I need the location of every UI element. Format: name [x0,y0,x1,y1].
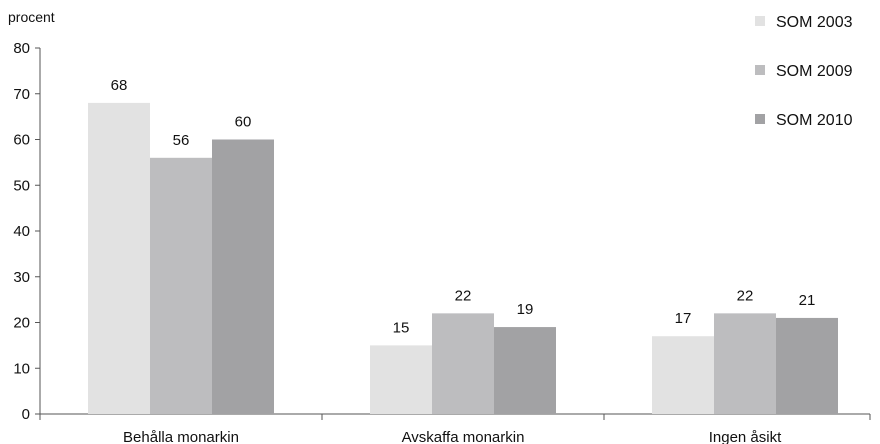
data-label: 22 [455,287,472,304]
data-label: 22 [737,287,754,304]
legend-label: SOM 2009 [776,63,853,80]
data-label: 17 [675,310,692,327]
y-tick-label: 80 [13,40,30,57]
data-label: 68 [111,77,128,94]
data-label: 21 [799,292,816,309]
data-label: 19 [517,301,534,318]
category-labels: Behålla monarkin Avskaffa monarkin Ingen å… [123,429,782,444]
y-tick-label: 10 [13,360,30,377]
bar [776,318,838,414]
bar [88,103,150,414]
bar [150,158,212,414]
y-axis: 0 10 20 30 40 50 60 70 80 [13,40,40,423]
category-label: Avskaffa monarkin [402,429,525,444]
y-axis-label: procent [8,9,55,25]
legend-swatch [755,65,765,75]
legend-label: SOM 2003 [776,14,853,31]
y-tick-label: 20 [13,315,30,332]
y-tick-label: 60 [13,132,30,149]
bar [370,345,432,414]
data-label: 15 [393,319,410,336]
y-tick-label: 70 [13,86,30,103]
y-tick-label: 0 [22,406,30,423]
bars [88,103,838,414]
data-label: 60 [235,114,252,131]
y-tick-label: 40 [13,223,30,240]
bar [494,327,556,414]
data-label: 56 [173,132,190,149]
legend-swatch [755,114,765,124]
x-axis [40,414,870,420]
legend-swatch [755,16,765,26]
y-tick-label: 50 [13,177,30,194]
bar [714,313,776,414]
legend-label: SOM 2010 [776,112,853,129]
bar [212,140,274,415]
bar [652,336,714,414]
category-label: Ingen åsikt [709,429,782,444]
y-tick-label: 30 [13,269,30,286]
bar [432,313,494,414]
category-label: Behålla monarkin [123,429,239,444]
legend: SOM 2003 SOM 2009 SOM 2010 [755,14,853,129]
